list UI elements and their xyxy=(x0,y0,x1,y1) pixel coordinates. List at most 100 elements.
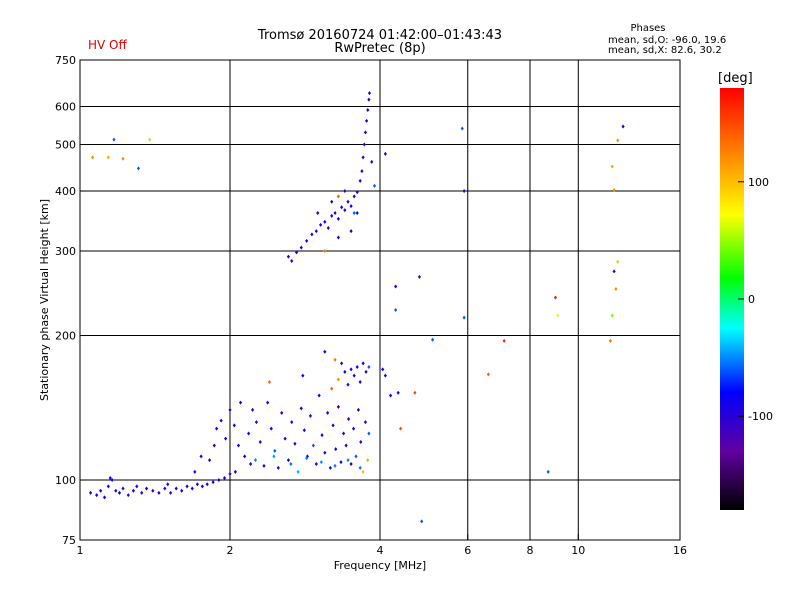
data-point xyxy=(341,431,346,436)
data-point xyxy=(316,211,320,216)
data-point xyxy=(121,156,125,161)
data-point xyxy=(610,164,614,169)
data-point xyxy=(151,488,155,493)
x-tick-label: 8 xyxy=(527,544,534,557)
data-point xyxy=(250,407,255,412)
data-point xyxy=(349,204,353,209)
data-point xyxy=(612,269,616,274)
data-point xyxy=(222,475,227,480)
data-point xyxy=(394,284,398,289)
data-point xyxy=(180,488,184,493)
data-point xyxy=(126,493,130,498)
data-point xyxy=(286,254,291,259)
data-point xyxy=(114,488,118,493)
data-point xyxy=(157,490,161,495)
data-point xyxy=(305,238,309,243)
data-point xyxy=(340,205,344,210)
data-point xyxy=(219,418,223,423)
grid-lines xyxy=(80,60,680,540)
x-tick-label: 16 xyxy=(673,544,687,557)
data-point xyxy=(358,465,362,470)
data-point xyxy=(553,295,558,300)
data-point xyxy=(190,486,194,491)
data-point xyxy=(233,469,237,474)
data-point xyxy=(102,495,107,500)
data-point xyxy=(276,465,280,470)
data-point xyxy=(336,404,340,409)
data-point xyxy=(326,410,330,415)
data-point xyxy=(396,390,400,395)
data-point xyxy=(273,448,277,453)
x-axis-label: Frequency [MHz] xyxy=(334,559,426,572)
data-point xyxy=(317,393,321,398)
data-point xyxy=(163,486,167,491)
data-point xyxy=(359,440,363,445)
colorbar-label: [deg] xyxy=(718,71,753,86)
data-point xyxy=(296,469,300,474)
data-point xyxy=(267,380,272,385)
y-tick-label: 400 xyxy=(55,185,76,198)
data-point xyxy=(238,400,243,405)
data-point xyxy=(305,454,310,459)
data-point xyxy=(383,373,387,378)
x-axis-ticks: 1 2 4 6 8 10 16 xyxy=(77,534,687,557)
data-point xyxy=(310,232,314,237)
data-point xyxy=(372,183,377,188)
data-point xyxy=(140,490,144,495)
data-point xyxy=(258,440,262,445)
data-point xyxy=(349,461,353,466)
data-point xyxy=(363,420,368,425)
data-point xyxy=(343,189,347,194)
data-point xyxy=(616,138,620,143)
data-point xyxy=(340,361,344,366)
data-point xyxy=(131,488,136,493)
data-point xyxy=(370,159,374,164)
data-point xyxy=(420,519,424,524)
data-point xyxy=(343,208,347,213)
data-point xyxy=(185,484,189,489)
data-point xyxy=(136,166,141,171)
data-point xyxy=(367,431,371,436)
data-point xyxy=(135,484,139,489)
data-point xyxy=(352,373,356,378)
y-tick-label: 750 xyxy=(55,54,76,67)
data-point xyxy=(294,250,299,255)
x-tick-label: 6 xyxy=(464,544,471,557)
colorbar: [deg] 100 0 -100 xyxy=(718,71,773,510)
data-point xyxy=(224,436,228,441)
data-point xyxy=(349,229,353,234)
data-point xyxy=(207,458,212,463)
data-point xyxy=(247,431,251,436)
data-point xyxy=(320,433,324,438)
data-point xyxy=(236,443,241,448)
x-tick-label: 2 xyxy=(227,544,234,557)
data-point xyxy=(299,406,303,411)
data-point xyxy=(215,426,219,431)
data-point xyxy=(243,454,247,459)
data-point xyxy=(360,169,364,174)
data-point xyxy=(232,423,236,428)
data-point xyxy=(612,188,616,193)
data-point xyxy=(336,235,340,240)
data-point xyxy=(293,441,297,446)
data-point xyxy=(367,91,372,96)
colorbar-tick-label: -100 xyxy=(748,410,773,423)
data-point xyxy=(616,259,620,264)
data-point xyxy=(334,447,338,452)
data-point xyxy=(289,461,293,466)
data-point xyxy=(117,490,122,495)
data-point xyxy=(323,349,327,354)
x-tick-label: 10 xyxy=(571,544,585,557)
data-point xyxy=(399,426,403,431)
data-point xyxy=(290,420,294,425)
data-point xyxy=(336,377,340,382)
data-point xyxy=(283,436,287,441)
data-point xyxy=(361,361,365,366)
data-point xyxy=(249,461,253,466)
data-point xyxy=(354,454,358,459)
data-point xyxy=(358,178,362,183)
data-point xyxy=(502,338,506,343)
data-point xyxy=(280,410,284,415)
data-point xyxy=(355,364,359,369)
